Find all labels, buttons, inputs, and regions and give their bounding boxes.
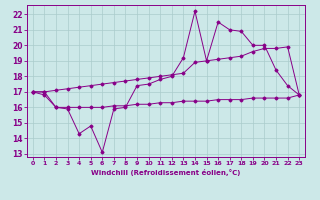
X-axis label: Windchill (Refroidissement éolien,°C): Windchill (Refroidissement éolien,°C) [91, 169, 241, 176]
